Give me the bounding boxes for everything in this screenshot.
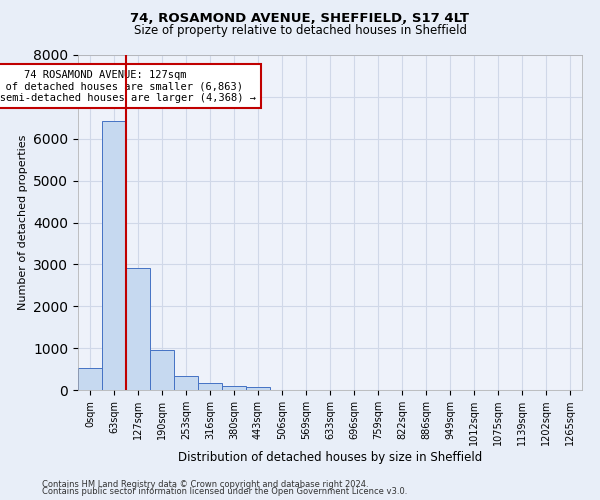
- Text: 74, ROSAMOND AVENUE, SHEFFIELD, S17 4LT: 74, ROSAMOND AVENUE, SHEFFIELD, S17 4LT: [131, 12, 470, 26]
- Text: Size of property relative to detached houses in Sheffield: Size of property relative to detached ho…: [133, 24, 467, 37]
- Text: Contains public sector information licensed under the Open Government Licence v3: Contains public sector information licen…: [42, 487, 407, 496]
- Bar: [198, 384, 222, 390]
- Bar: [222, 386, 246, 390]
- Bar: [246, 388, 270, 390]
- Y-axis label: Number of detached properties: Number of detached properties: [17, 135, 28, 310]
- Bar: [126, 268, 150, 390]
- Bar: [174, 376, 198, 390]
- X-axis label: Distribution of detached houses by size in Sheffield: Distribution of detached houses by size …: [178, 451, 482, 464]
- Text: 74 ROSAMOND AVENUE: 127sqm
← 61% of detached houses are smaller (6,863)
39% of s: 74 ROSAMOND AVENUE: 127sqm ← 61% of deta…: [0, 70, 256, 103]
- Bar: [102, 121, 126, 390]
- Bar: [150, 350, 174, 390]
- Text: Contains HM Land Registry data © Crown copyright and database right 2024.: Contains HM Land Registry data © Crown c…: [42, 480, 368, 489]
- Bar: [78, 368, 102, 390]
